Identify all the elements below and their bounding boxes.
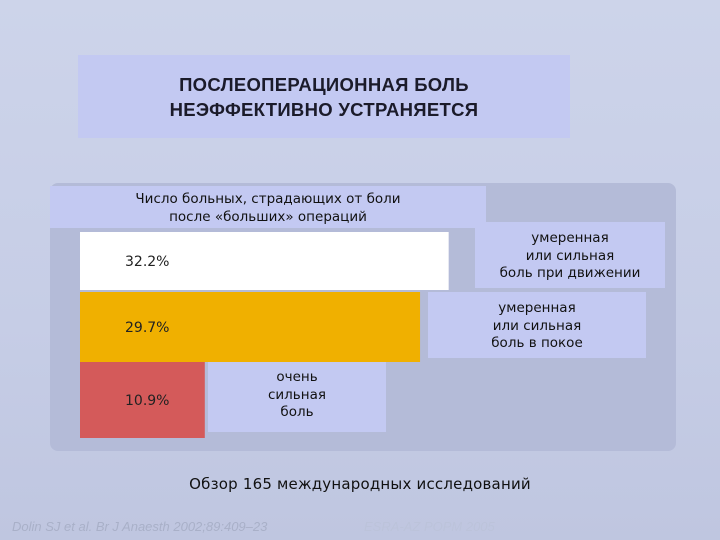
category-label-line: умеренная bbox=[498, 300, 576, 316]
chart-subtitle-line-2: после «больших» операций bbox=[169, 209, 367, 225]
category-label-line: боль bbox=[280, 404, 314, 420]
category-label-line: очень bbox=[276, 369, 318, 385]
category-label-movement: умеренная или сильная боль при движении bbox=[475, 222, 665, 288]
organization-mark: ESRA-AZ POPM 2005 bbox=[364, 519, 495, 534]
category-label-rest: умеренная или сильная боль в покое bbox=[428, 292, 646, 358]
chart-subtitle-box: Число больных, страдающих от боли после … bbox=[50, 186, 486, 228]
footer-caption: Обзор 165 международных исследований bbox=[189, 475, 531, 493]
bar-0 bbox=[80, 232, 449, 290]
chart-subtitle-line-1: Число больных, страдающих от боли bbox=[135, 191, 401, 207]
category-label-line: умеренная bbox=[531, 230, 609, 246]
category-label-line: боль при движении bbox=[499, 265, 641, 281]
category-label-line: боль в покое bbox=[491, 335, 583, 351]
reference-citation: Dolin SJ et al. Br J Anaesth 2002;89:409… bbox=[12, 519, 268, 534]
title-line-2: НЕЭФФЕКТИВНО УСТРАНЯЕТСЯ bbox=[169, 98, 479, 120]
category-label-severe: очень сильная боль bbox=[208, 362, 386, 432]
bar-value-label-0: 32.2% bbox=[125, 254, 169, 270]
bar-value-label-1: 29.7% bbox=[125, 320, 169, 336]
bar-1 bbox=[80, 292, 421, 362]
bar-value-label-2: 10.9% bbox=[125, 393, 169, 409]
category-label-line: сильная bbox=[267, 386, 326, 403]
title-line-1: ПОСЛЕОПЕРАЦИОННАЯ БОЛЬ bbox=[179, 73, 469, 95]
category-label-line: или сильная bbox=[492, 317, 582, 334]
page-title: ПОСЛЕОПЕРАЦИОННАЯ БОЛЬ НЕЭФФЕКТИВНО УСТР… bbox=[170, 72, 479, 122]
bar-2 bbox=[80, 362, 205, 438]
title-box: ПОСЛЕОПЕРАЦИОННАЯ БОЛЬ НЕЭФФЕКТИВНО УСТР… bbox=[78, 55, 570, 138]
category-label-line: или сильная bbox=[525, 247, 615, 264]
